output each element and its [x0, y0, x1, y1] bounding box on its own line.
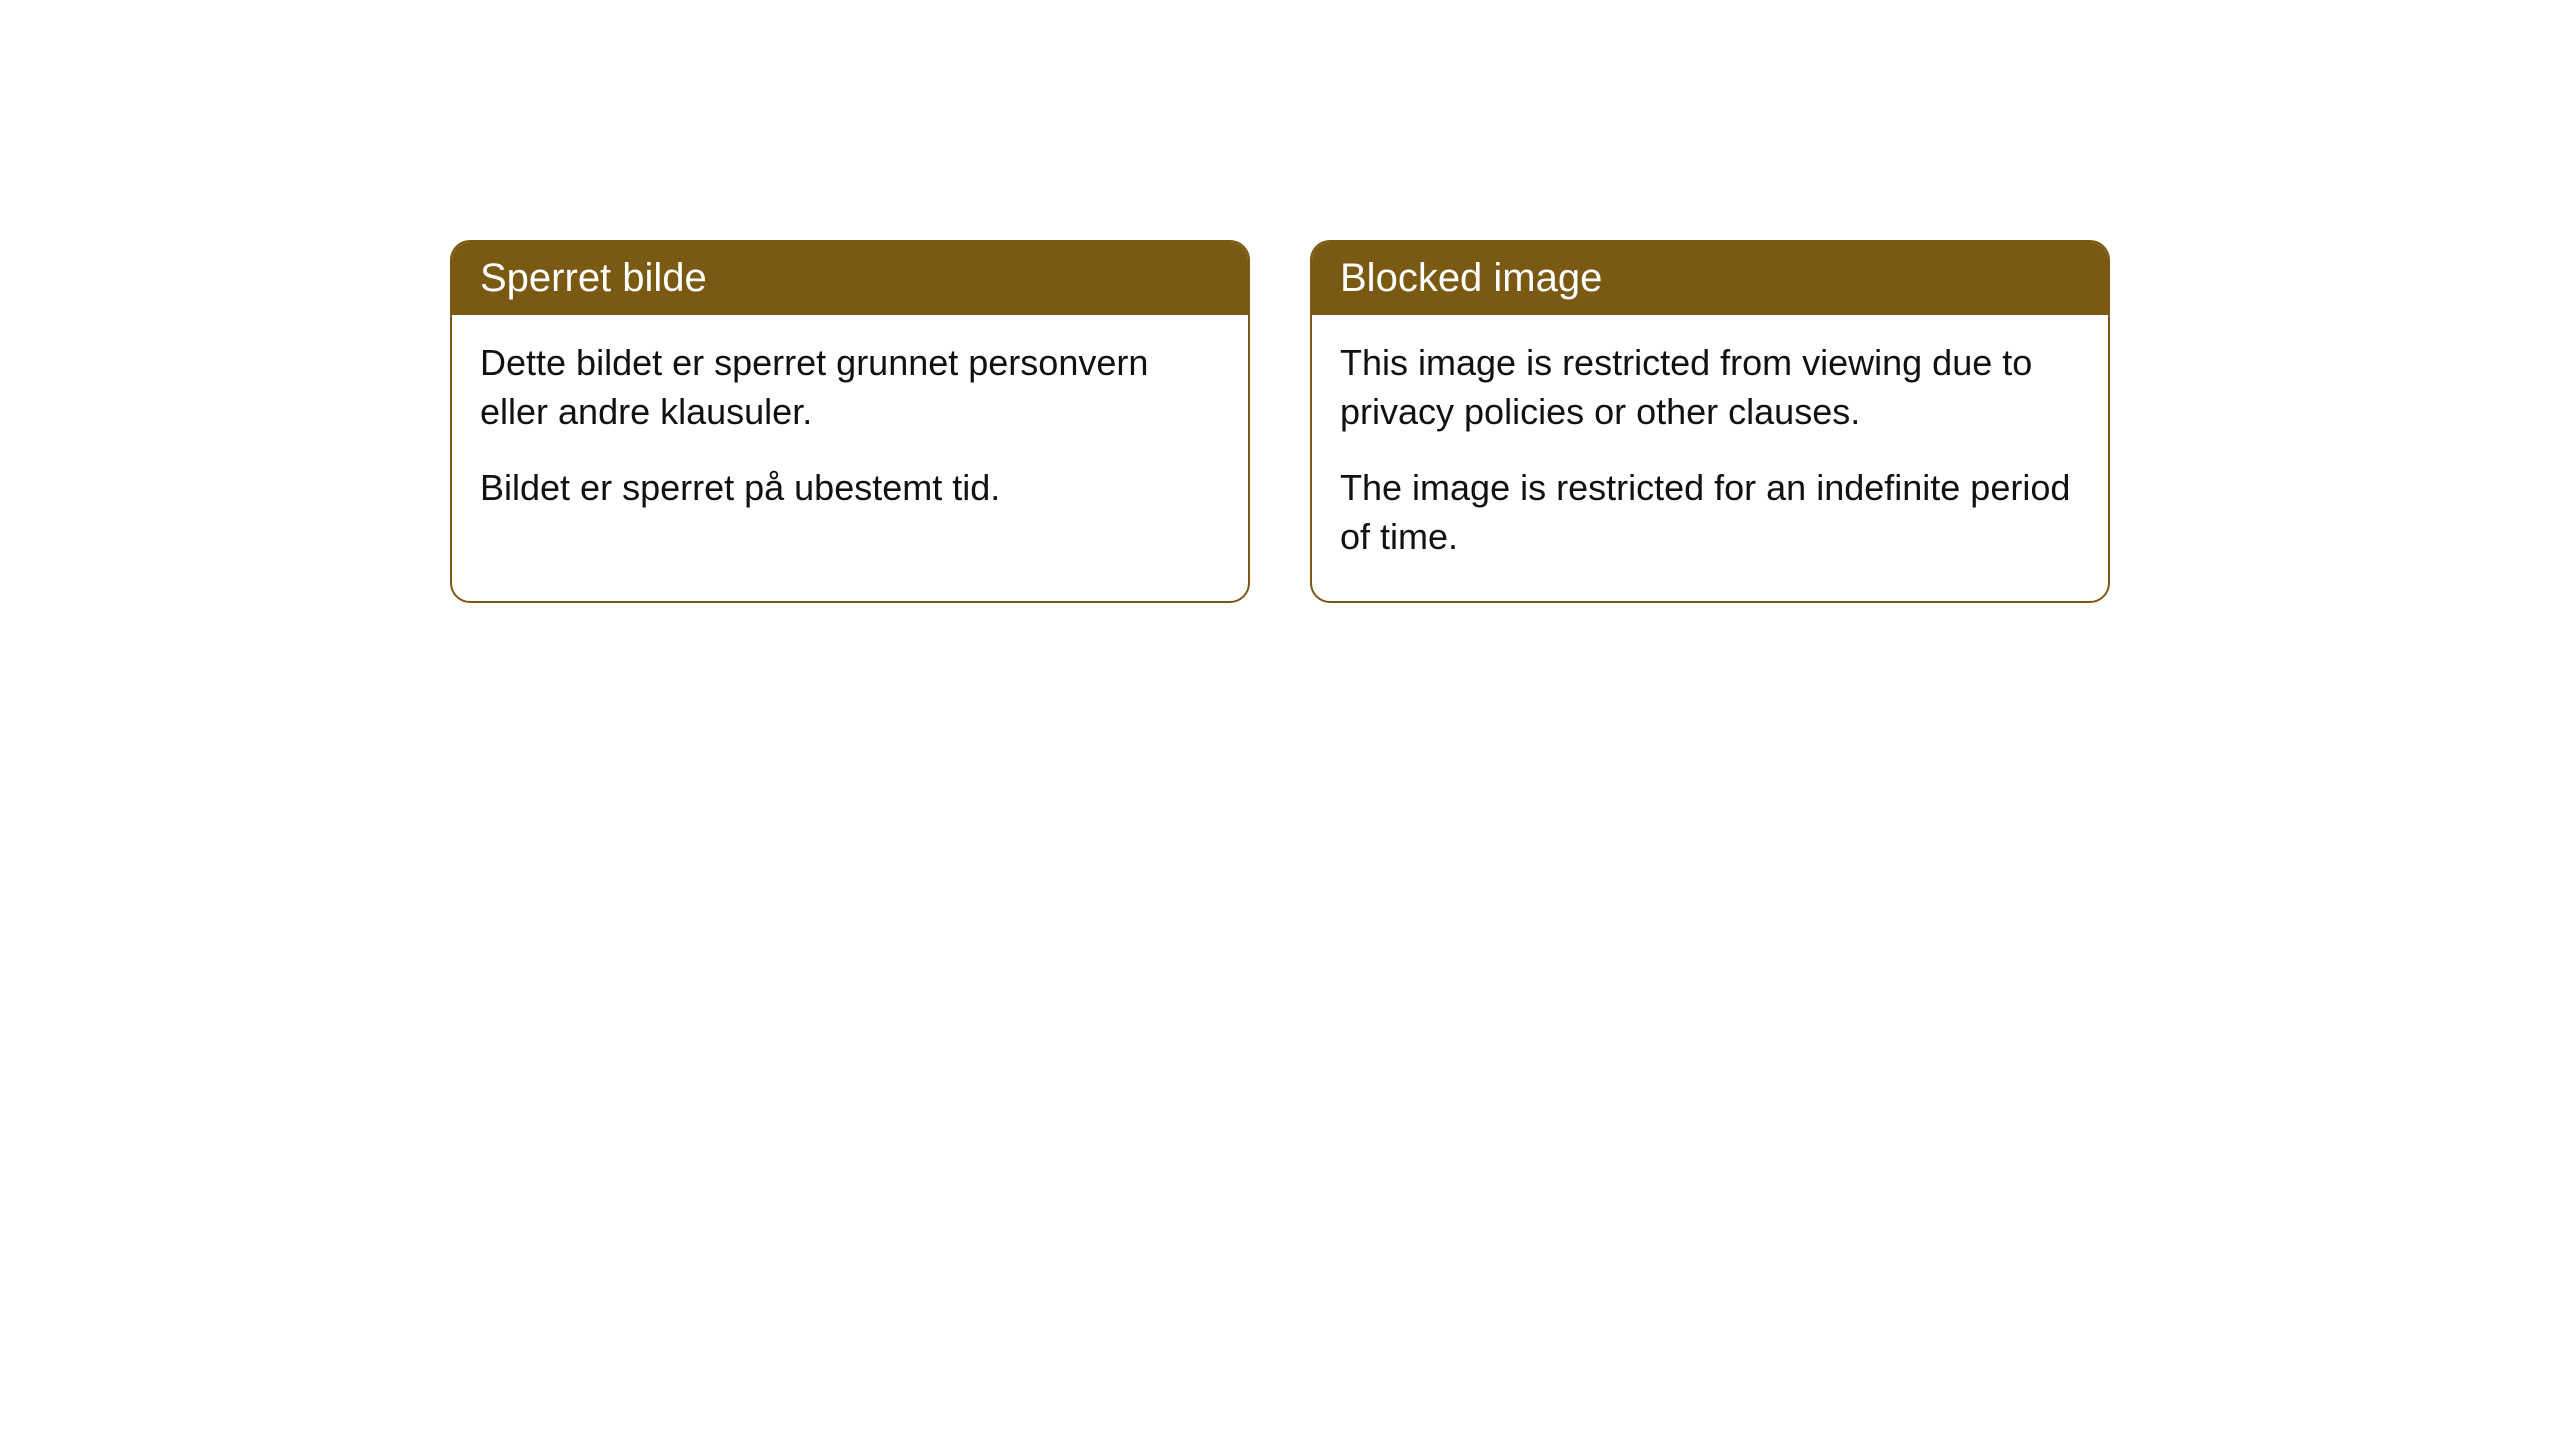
card-paragraph: Dette bildet er sperret grunnet personve…: [480, 339, 1220, 436]
card-header: Blocked image: [1312, 242, 2108, 315]
card-title: Blocked image: [1340, 256, 1602, 300]
card-header: Sperret bilde: [452, 242, 1248, 315]
notice-cards-container: Sperret bilde Dette bildet er sperret gr…: [450, 240, 2560, 603]
card-paragraph: The image is restricted for an indefinit…: [1340, 464, 2080, 561]
card-paragraph: This image is restricted from viewing du…: [1340, 339, 2080, 436]
card-body: This image is restricted from viewing du…: [1312, 315, 2108, 601]
card-body: Dette bildet er sperret grunnet personve…: [452, 315, 1248, 553]
card-paragraph: Bildet er sperret på ubestemt tid.: [480, 464, 1220, 513]
notice-card-norwegian: Sperret bilde Dette bildet er sperret gr…: [450, 240, 1250, 603]
notice-card-english: Blocked image This image is restricted f…: [1310, 240, 2110, 603]
card-title: Sperret bilde: [480, 256, 707, 300]
